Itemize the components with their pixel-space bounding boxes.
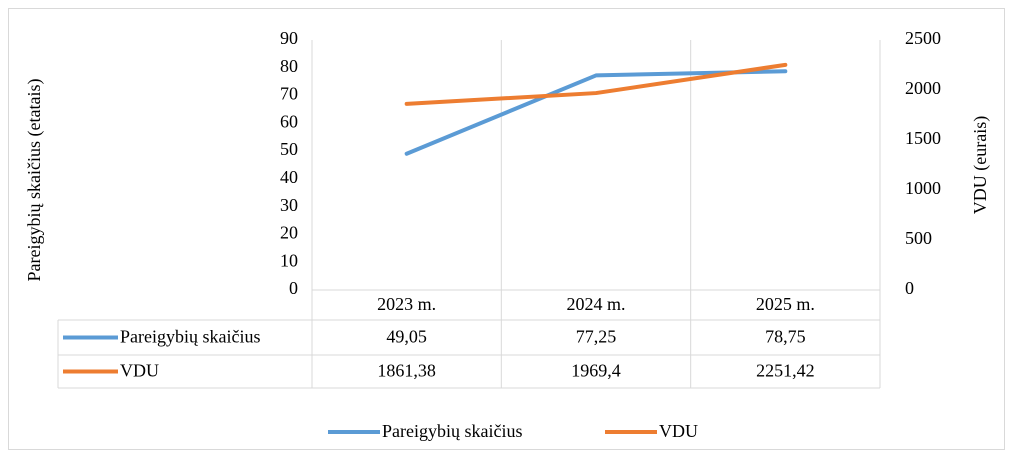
- legend-label: VDU: [659, 421, 698, 441]
- y-tick-label: 80: [280, 56, 298, 76]
- y2-tick-label: 500: [905, 228, 932, 248]
- table-row-label: VDU: [120, 361, 159, 381]
- y2-tick-label: 1500: [905, 128, 941, 148]
- x-tick-label: 2023 m.: [377, 294, 436, 314]
- y-tick-label: 20: [280, 223, 298, 243]
- y-tick-label: 10: [280, 250, 298, 270]
- data-line: [404, 62, 788, 106]
- y-tick-label: 40: [280, 167, 298, 187]
- table-value: 49,05: [386, 327, 427, 347]
- y-tick-label: 0: [289, 278, 298, 298]
- y2-tick-label: 2500: [905, 28, 941, 48]
- y-tick-label: 60: [280, 111, 298, 131]
- y-tick-label: 70: [280, 84, 298, 104]
- y-axis-title: Pareigybių skaičius (etatais): [24, 79, 45, 282]
- chart-border: [8, 8, 1005, 450]
- y-tick-label: 30: [280, 195, 298, 215]
- table-value: 2251,42: [756, 361, 815, 381]
- x-tick-label: 2024 m.: [566, 294, 625, 314]
- table-row-label: Pareigybių skaičius: [120, 327, 260, 347]
- y2-tick-label: 1000: [905, 178, 941, 198]
- y2-tick-label: 2000: [905, 78, 941, 98]
- table-value: 78,75: [765, 327, 806, 347]
- table-value: 1861,38: [377, 361, 436, 381]
- y-tick-label: 90: [280, 28, 298, 48]
- y-tick-label: 50: [280, 139, 298, 159]
- x-tick-label: 2025 m.: [756, 294, 815, 314]
- legend-label: Pareigybių skaičius: [382, 421, 522, 441]
- y2-axis-title: VDU (eurais): [970, 116, 991, 214]
- y2-tick-label: 0: [905, 278, 914, 298]
- table-value: 77,25: [576, 327, 617, 347]
- table-value: 1969,4: [571, 361, 621, 381]
